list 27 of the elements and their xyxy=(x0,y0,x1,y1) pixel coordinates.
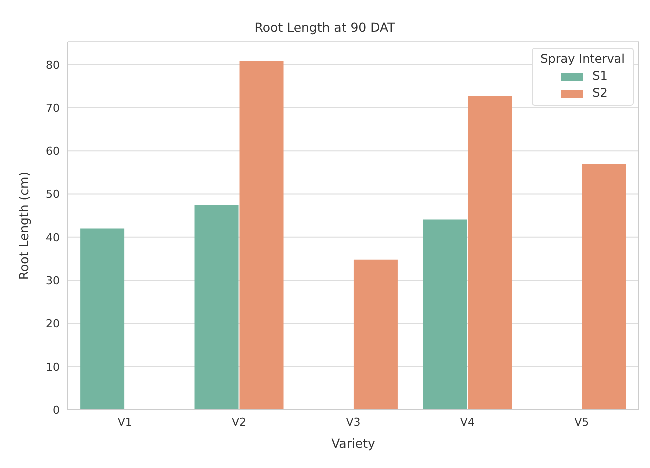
x-tick-label: V4 xyxy=(460,416,475,429)
y-tick-label: 0 xyxy=(53,404,60,417)
bar xyxy=(582,164,626,410)
legend-label: S2 xyxy=(592,85,608,102)
y-axis-title: Root Length (cm) xyxy=(16,172,32,280)
x-tick-label: V2 xyxy=(232,416,247,429)
x-tick-label: V5 xyxy=(574,416,590,429)
bar xyxy=(468,96,512,410)
y-tick-label: 80 xyxy=(46,58,60,72)
x-axis-title: Variety xyxy=(332,436,376,451)
bar xyxy=(240,60,284,410)
bar xyxy=(354,260,398,410)
x-tick-label: V1 xyxy=(118,416,132,429)
x-tick-label: V3 xyxy=(346,416,361,429)
legend-label: S1 xyxy=(592,68,608,85)
y-tick-label: 30 xyxy=(46,274,60,288)
y-tick-label: 70 xyxy=(46,102,60,115)
y-tick-label: 50 xyxy=(46,188,60,202)
legend-title: Spray Interval xyxy=(540,52,625,66)
chart-title: Root Length at 90 DAT xyxy=(254,20,396,35)
y-tick-label: 20 xyxy=(46,318,60,331)
bar xyxy=(194,206,239,410)
y-tick-label: 60 xyxy=(46,145,60,158)
bar xyxy=(80,228,125,410)
y-tick-label: 40 xyxy=(46,231,60,244)
bar xyxy=(423,220,468,410)
y-tick-label: 10 xyxy=(46,360,60,374)
